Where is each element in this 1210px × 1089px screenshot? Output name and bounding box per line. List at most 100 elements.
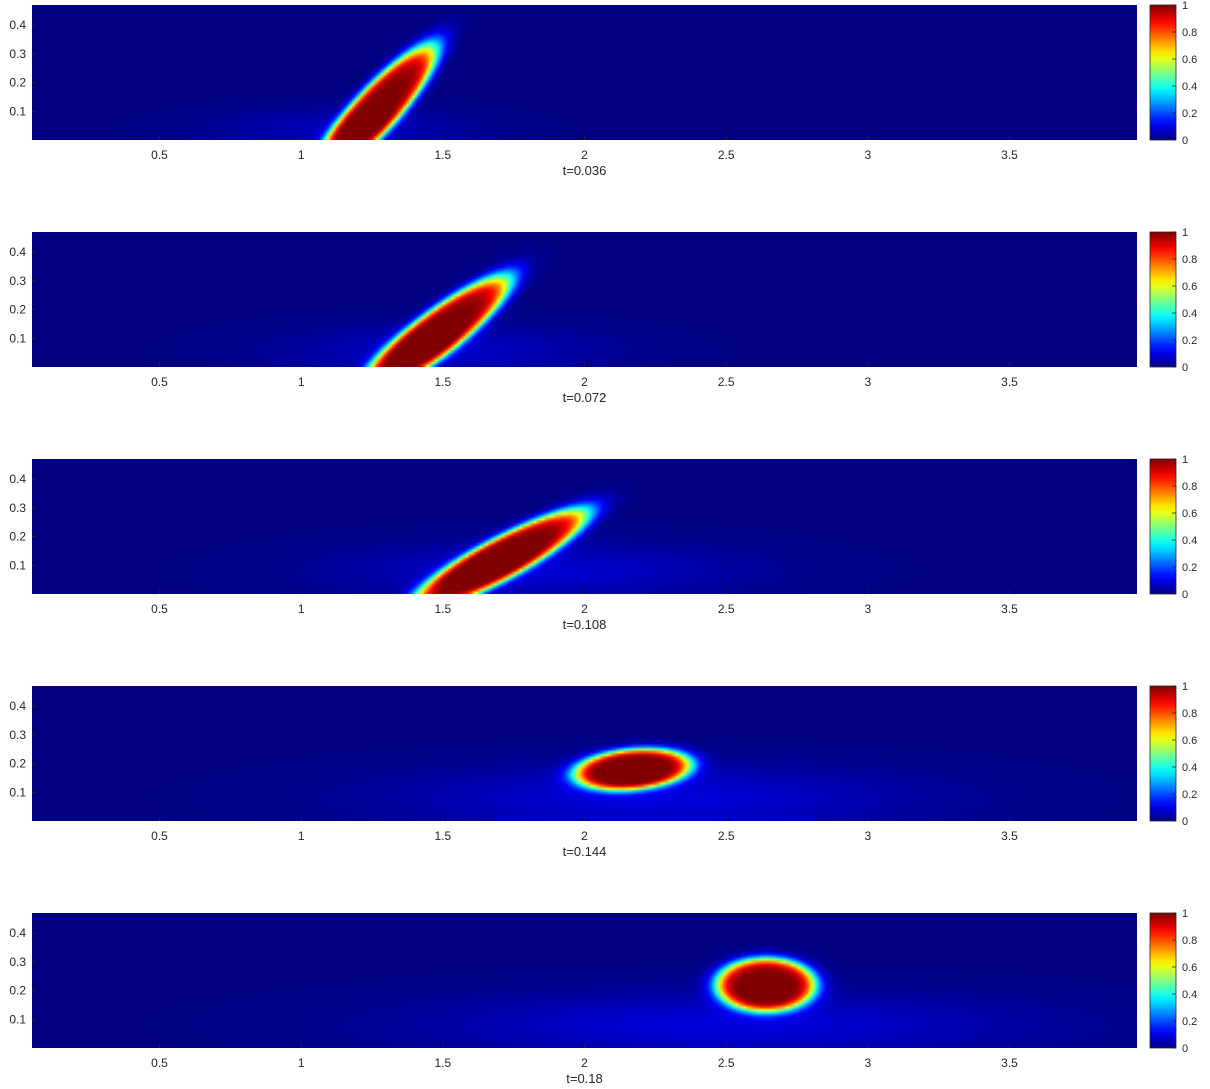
y-tick-label: 0.1 (9, 785, 26, 799)
x-tick-label: 3.5 (1001, 148, 1018, 162)
colorbar-tick-label: 1 (1182, 454, 1188, 466)
heatmap-image (32, 5, 1137, 140)
y-tick-label: 0.2 (9, 76, 26, 90)
colorbar-tick-label: 0 (1182, 362, 1188, 374)
y-tick-label: 0.3 (9, 955, 26, 969)
heatmap-image (32, 459, 1137, 594)
colorbar (1149, 912, 1177, 1049)
x-tick-label: 2.5 (718, 602, 735, 616)
y-tick-label: 0.1 (9, 1012, 26, 1026)
x-tick-label: 2 (581, 148, 588, 162)
colorbar-tick-label: 0.4 (1182, 989, 1197, 1001)
x-tick-label: 1.5 (434, 1056, 451, 1070)
y-tick-label: 0.2 (9, 530, 26, 544)
x-axis-label: t=0.18 (566, 1071, 603, 1086)
colorbar-tick-label: 0.2 (1182, 335, 1197, 347)
x-tick-label: 0.5 (151, 829, 168, 843)
colorbar-tick-label: 1 (1182, 908, 1188, 920)
colorbar-tick-label: 0.6 (1182, 281, 1197, 293)
x-tick-label: 3.5 (1001, 375, 1018, 389)
heatmap-image (32, 913, 1137, 1048)
colorbar-tick-label: 0.6 (1182, 962, 1197, 974)
x-tick-label: 1 (298, 375, 305, 389)
heatmap-image (32, 232, 1137, 367)
colorbar-tick-label: 0.8 (1182, 481, 1197, 493)
x-axis-label: t=0.036 (563, 163, 607, 178)
colorbar-tick-label: 0.4 (1182, 81, 1197, 93)
x-tick-label: 2 (581, 602, 588, 616)
colorbar-tick-label: 0.2 (1182, 562, 1197, 574)
heatmap-image (32, 686, 1137, 821)
x-tick-label: 1.5 (434, 148, 451, 162)
colorbar-tick-label: 1 (1182, 0, 1188, 12)
subplot-5: 0.5 1 1.5 2 2.5 3 3.5 0.1 0.2 0.3 0.4 t=0.18 0 0.2 0.4… (9, 908, 1197, 1086)
colorbar-tick-label: 0.8 (1182, 254, 1197, 266)
colorbar-tick-label: 1 (1182, 681, 1188, 693)
y-tick-label: 0.3 (9, 47, 26, 61)
colorbar-tick-label: 0.6 (1182, 508, 1197, 520)
colorbar-tick-label: 0.2 (1182, 108, 1197, 120)
colorbar-tick-label: 0.4 (1182, 308, 1197, 320)
colorbar-tick-label: 0.2 (1182, 1016, 1197, 1028)
x-tick-label: 3.5 (1001, 602, 1018, 616)
colorbar-tick-label: 1 (1182, 227, 1188, 239)
y-tick-label: 0.1 (9, 104, 26, 118)
x-tick-label: 2.5 (718, 148, 735, 162)
colorbar (1149, 458, 1177, 595)
colorbar (1149, 4, 1177, 141)
y-tick-label: 0.2 (9, 757, 26, 771)
x-tick-label: 3 (864, 375, 871, 389)
colorbar-tick-label: 0.6 (1182, 735, 1197, 747)
y-tick-label: 0.4 (9, 472, 26, 486)
colorbar-tick-label: 0.2 (1182, 789, 1197, 801)
y-tick-label: 0.2 (9, 303, 26, 317)
colorbar-tick-label: 0.6 (1182, 54, 1197, 66)
y-tick-label: 0.1 (9, 331, 26, 345)
colorbar-tick-label: 0.8 (1182, 708, 1197, 720)
x-tick-label: 3 (864, 829, 871, 843)
colorbar-tick-label: 0.4 (1182, 762, 1197, 774)
y-tick-label: 0.4 (9, 245, 26, 259)
x-tick-label: 2.5 (718, 829, 735, 843)
x-tick-label: 0.5 (151, 602, 168, 616)
y-tick-label: 0.1 (9, 558, 26, 572)
x-axis-label: t=0.144 (563, 844, 607, 859)
colorbar (1149, 231, 1177, 368)
x-tick-label: 2.5 (718, 1056, 735, 1070)
x-tick-label: 0.5 (151, 1056, 168, 1070)
y-tick-label: 0.4 (9, 699, 26, 713)
y-tick-label: 0.4 (9, 18, 26, 32)
y-tick-label: 0.3 (9, 728, 26, 742)
x-tick-label: 3 (864, 1056, 871, 1070)
x-tick-label: 3.5 (1001, 1056, 1018, 1070)
x-tick-label: 1.5 (434, 829, 451, 843)
colorbar-tick-label: 0 (1182, 135, 1188, 147)
x-tick-label: 0.5 (151, 148, 168, 162)
subplot-1: 0.5 1 1.5 2 2.5 3 3.5 0.1 0.2 0.3 0.4 t=0.036 0 0.2 0.… (9, 0, 1197, 178)
colorbar-tick-label: 0.8 (1182, 27, 1197, 39)
x-axis-label: t=0.108 (563, 617, 607, 632)
colorbar-tick-label: 0.8 (1182, 935, 1197, 947)
x-axis-label: t=0.072 (563, 390, 607, 405)
x-tick-label: 2.5 (718, 375, 735, 389)
colorbar-tick-label: 0 (1182, 589, 1188, 601)
x-tick-label: 3 (864, 602, 871, 616)
colorbar (1149, 685, 1177, 822)
y-tick-label: 0.3 (9, 501, 26, 515)
x-tick-label: 1 (298, 1056, 305, 1070)
x-tick-label: 1.5 (434, 602, 451, 616)
colorbar-tick-label: 0 (1182, 816, 1188, 828)
y-tick-label: 0.2 (9, 984, 26, 998)
x-tick-label: 1 (298, 829, 305, 843)
x-tick-label: 1 (298, 602, 305, 616)
colorbar-tick-label: 0 (1182, 1043, 1188, 1055)
x-tick-label: 0.5 (151, 375, 168, 389)
x-tick-label: 3.5 (1001, 829, 1018, 843)
y-tick-label: 0.3 (9, 274, 26, 288)
x-tick-label: 2 (581, 1056, 588, 1070)
x-tick-label: 2 (581, 375, 588, 389)
subplot-2: 0.5 1 1.5 2 2.5 3 3.5 0.1 0.2 0.3 0.4 t=0.072 0 0.2 0.… (9, 227, 1197, 405)
y-tick-label: 0.4 (9, 926, 26, 940)
subplot-4: 0.5 1 1.5 2 2.5 3 3.5 0.1 0.2 0.3 0.4 t=0.144 0 0.2 0.… (9, 681, 1197, 859)
